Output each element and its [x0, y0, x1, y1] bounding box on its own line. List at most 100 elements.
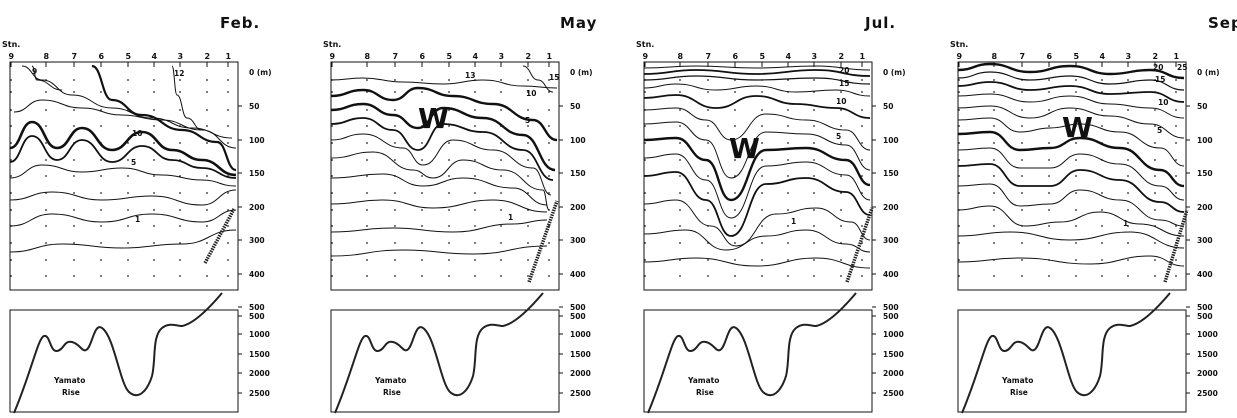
sample-dot — [734, 125, 736, 127]
sample-dot — [227, 259, 229, 261]
sample-dot — [861, 91, 863, 93]
sample-dot — [448, 125, 450, 127]
sample-dot — [1075, 79, 1077, 81]
isotherm-line — [330, 199, 548, 213]
isotherm-line — [957, 163, 1185, 213]
station-number: 6 — [99, 52, 105, 61]
sample-dot — [958, 259, 960, 261]
isotherm-line — [643, 199, 871, 247]
sample-dot — [861, 275, 863, 277]
sample-dot — [100, 275, 102, 277]
sample-dot — [1175, 109, 1177, 111]
depth-tick-label: 100 — [570, 136, 586, 145]
sample-dot — [1175, 225, 1177, 227]
isotherm-line — [330, 102, 556, 172]
sample-dot — [787, 109, 789, 111]
sample-dot — [73, 175, 75, 177]
depth-tick-label: 400 — [883, 270, 899, 279]
sample-dot — [958, 91, 960, 93]
sample-dot — [500, 192, 502, 194]
sample-dot — [500, 159, 502, 161]
bottom-topography — [13, 292, 223, 414]
sample-dot — [1048, 79, 1050, 81]
sample-dot — [227, 242, 229, 244]
sample-dot — [707, 209, 709, 211]
sample-dot — [1048, 109, 1050, 111]
station-number: 5 — [1074, 52, 1080, 61]
sample-dot — [861, 259, 863, 261]
sample-dot — [153, 225, 155, 227]
lower-depth-axis: 500 1000 1500 2000 2500 — [238, 312, 270, 398]
isotherm-label: 15 — [549, 73, 559, 82]
sample-dot — [206, 91, 208, 93]
sample-dot — [366, 275, 368, 277]
isotherm-line — [31, 65, 63, 91]
sample-dot — [958, 192, 960, 194]
isotherm-line — [957, 81, 1185, 103]
isotherm-line — [643, 153, 871, 219]
sample-dot — [394, 79, 396, 81]
station-number: 3 — [812, 52, 818, 61]
sample-dot — [548, 91, 550, 93]
isotherm-line — [330, 133, 552, 196]
sample-dot — [993, 91, 995, 93]
sample-dot — [366, 142, 368, 144]
sample-dot — [179, 192, 181, 194]
station-ticks: 9 8 7 6 5 4 3 2 1 — [330, 52, 553, 67]
bottom-topography — [961, 292, 1171, 414]
isotherm-line — [643, 107, 871, 151]
sample-dot — [100, 125, 102, 127]
sample-dot — [394, 159, 396, 161]
sample-dot — [153, 109, 155, 111]
sample-dot — [861, 225, 863, 227]
sample-dot — [813, 159, 815, 161]
sample-dot — [1127, 209, 1129, 211]
sample-dot — [500, 91, 502, 93]
sample-dot — [10, 109, 12, 111]
sample-dot — [394, 242, 396, 244]
depth-tick-label: 500 — [570, 312, 586, 321]
sample-dot — [73, 79, 75, 81]
sample-points — [644, 79, 863, 277]
sample-dot — [73, 259, 75, 261]
station-axis-label: Stn. — [2, 40, 20, 49]
sample-dot — [1048, 275, 1050, 277]
sample-dot — [474, 125, 476, 127]
station-ticks: 9 8 7 6 5 4 3 2 1 — [957, 52, 1180, 67]
sample-dot — [1021, 159, 1023, 161]
sample-dot — [206, 275, 208, 277]
station-number: 6 — [420, 52, 426, 61]
sample-dot — [206, 175, 208, 177]
station-ticks: 9 8 7 6 5 4 3 2 1 — [9, 52, 232, 67]
sample-dot — [45, 159, 47, 161]
depth-tick-label: 500 — [883, 312, 899, 321]
sample-dot — [206, 109, 208, 111]
sample-dot — [100, 242, 102, 244]
sample-dot — [958, 159, 960, 161]
sample-dot — [474, 209, 476, 211]
sample-dot — [993, 192, 995, 194]
month-title: Feb. — [220, 14, 261, 32]
sample-dot — [448, 225, 450, 227]
sample-dot — [993, 242, 995, 244]
isotherm-label: 5 — [131, 158, 136, 167]
month-title: May — [560, 14, 598, 32]
sample-dot — [421, 142, 423, 144]
station-number: 8 — [678, 52, 684, 61]
depth-tick-label: 400 — [570, 270, 586, 279]
depth-tick-label: 200 — [883, 203, 899, 212]
depth-tick-label: 2500 — [883, 389, 904, 398]
section-plot: Stn. 9 8 7 6 5 4 3 2 1 20 25 15 10 5 1 W 50 100 150 200 3… — [950, 40, 1220, 414]
sample-dot — [448, 159, 450, 161]
sample-dot — [500, 109, 502, 111]
sample-dot — [761, 175, 763, 177]
sample-dot — [1048, 242, 1050, 244]
sample-dot — [153, 209, 155, 211]
isotherm-line — [643, 121, 871, 179]
sample-dot — [474, 109, 476, 111]
station-number: 5 — [126, 52, 132, 61]
sample-dot — [179, 79, 181, 81]
station-number: 1 — [1174, 52, 1180, 61]
isotherm-line — [643, 257, 871, 269]
sample-dot — [127, 225, 129, 227]
